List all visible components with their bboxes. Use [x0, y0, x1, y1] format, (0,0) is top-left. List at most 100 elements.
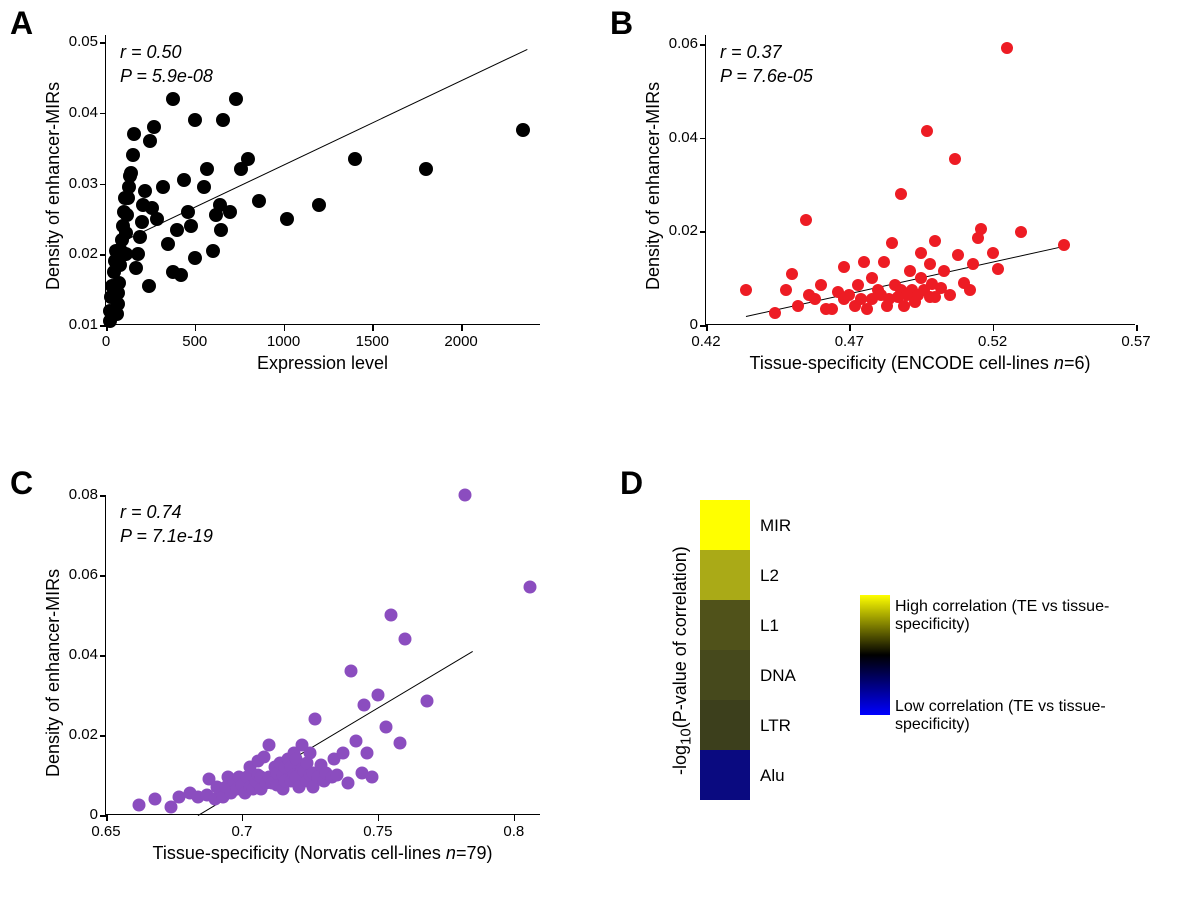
heatmap-cell-label: MIR: [760, 516, 791, 536]
data-point: [838, 261, 850, 273]
y-tick-label: 0.05: [48, 33, 98, 50]
data-point: [184, 219, 198, 233]
y-tick-label: 0.01: [48, 316, 98, 333]
y-tick-mark: [700, 325, 706, 327]
panel-b: B 0.420.470.520.5700.020.040.06 Density …: [610, 5, 1190, 385]
data-point: [241, 152, 255, 166]
data-point: [944, 289, 956, 301]
data-point: [132, 799, 145, 812]
x-tick-label: 0.75: [358, 823, 398, 840]
panel-a-label: A: [10, 5, 33, 42]
x-tick-mark: [106, 815, 108, 821]
data-point: [124, 166, 138, 180]
y-tick-mark: [100, 42, 106, 44]
panel-a-stats: r = 0.50 P = 5.9e-08: [120, 40, 213, 89]
x-tick-mark: [849, 325, 851, 331]
y-tick-mark: [700, 231, 706, 233]
x-tick-mark: [284, 325, 286, 331]
panel-a-xlabel: Expression level: [123, 353, 523, 374]
data-point: [361, 747, 374, 760]
y-tick-mark: [100, 184, 106, 186]
data-point: [809, 293, 821, 305]
panel-c-xlabel-n: n: [446, 843, 456, 863]
data-point: [119, 226, 133, 240]
data-point: [126, 148, 140, 162]
data-point: [131, 247, 145, 261]
x-tick-mark: [372, 325, 374, 331]
data-point: [898, 300, 910, 312]
panel-d-legend-high: High correlation (TE vs tissue-specifici…: [895, 598, 1180, 634]
data-point: [216, 113, 230, 127]
data-point: [161, 237, 175, 251]
data-point: [858, 256, 870, 268]
x-tick-label: 0: [86, 333, 126, 350]
panel-d: D -log10(P-value of correlation) MIRL2L1…: [620, 465, 1180, 885]
data-point: [385, 609, 398, 622]
data-point: [964, 284, 976, 296]
data-point: [166, 92, 180, 106]
panel-b-ylabel: Density of enhancer-MIRs: [643, 82, 664, 290]
x-tick-mark: [706, 325, 708, 331]
x-tick-label: 0.57: [1116, 333, 1156, 350]
data-point: [949, 153, 961, 165]
panel-b-r: r = 0.37: [720, 40, 813, 64]
data-point: [147, 120, 161, 134]
data-point: [188, 113, 202, 127]
y-tick-mark: [100, 575, 106, 577]
panel-d-ylabel-sub: 10: [678, 728, 695, 745]
panel-b-xlabel-post: =6): [1064, 353, 1091, 373]
data-point: [170, 223, 184, 237]
x-tick-label: 0.47: [829, 333, 869, 350]
heatmap-cell-label: L1: [760, 616, 779, 636]
panel-c-xlabel: Tissue-specificity (Norvatis cell-lines …: [123, 843, 523, 864]
panel-a: A 05001000150020000.010.020.030.040.05 D…: [10, 5, 570, 385]
x-tick-label: 0.52: [973, 333, 1013, 350]
data-point: [214, 223, 228, 237]
y-tick-label: 0: [48, 806, 98, 823]
data-point: [886, 237, 898, 249]
y-tick-mark: [100, 815, 106, 817]
panel-b-xlabel-n: n: [1054, 353, 1064, 373]
data-point: [127, 127, 141, 141]
data-point: [371, 689, 384, 702]
heatmap-cell-label: DNA: [760, 666, 796, 686]
heatmap-cell: [700, 600, 750, 650]
data-point: [380, 721, 393, 734]
panel-b-xlabel-pre: Tissue-specificity (ENCODE cell-lines: [750, 353, 1054, 373]
panel-a-r: r = 0.50: [120, 40, 213, 64]
data-point: [223, 205, 237, 219]
data-point: [516, 123, 530, 137]
data-point: [393, 737, 406, 750]
data-point: [792, 300, 804, 312]
x-tick-label: 0.8: [494, 823, 534, 840]
data-point: [181, 205, 195, 219]
heatmap-cell: [700, 500, 750, 550]
data-point: [987, 247, 999, 259]
y-tick-mark: [100, 495, 106, 497]
x-tick-label: 1000: [264, 333, 304, 350]
data-point: [366, 771, 379, 784]
data-point: [866, 272, 878, 284]
data-point: [303, 747, 316, 760]
data-point: [263, 739, 276, 752]
panel-c-p: P = 7.1e-19: [120, 524, 213, 548]
data-point: [399, 633, 412, 646]
data-point: [952, 249, 964, 261]
data-point: [975, 223, 987, 235]
data-point: [938, 265, 950, 277]
data-point: [120, 208, 134, 222]
heatmap-cell: [700, 750, 750, 800]
data-point: [135, 215, 149, 229]
panel-b-xlabel: Tissue-specificity (ENCODE cell-lines n=…: [720, 353, 1120, 374]
data-point: [1001, 42, 1013, 54]
x-tick-mark: [242, 815, 244, 821]
panel-c-xlabel-post: =79): [456, 843, 493, 863]
data-point: [929, 235, 941, 247]
data-point: [826, 303, 838, 315]
heatmap-cell-label: Alu: [760, 766, 785, 786]
x-tick-mark: [378, 815, 380, 821]
y-tick-mark: [100, 735, 106, 737]
y-tick-mark: [100, 113, 106, 115]
data-point: [780, 284, 792, 296]
x-tick-mark: [461, 325, 463, 331]
